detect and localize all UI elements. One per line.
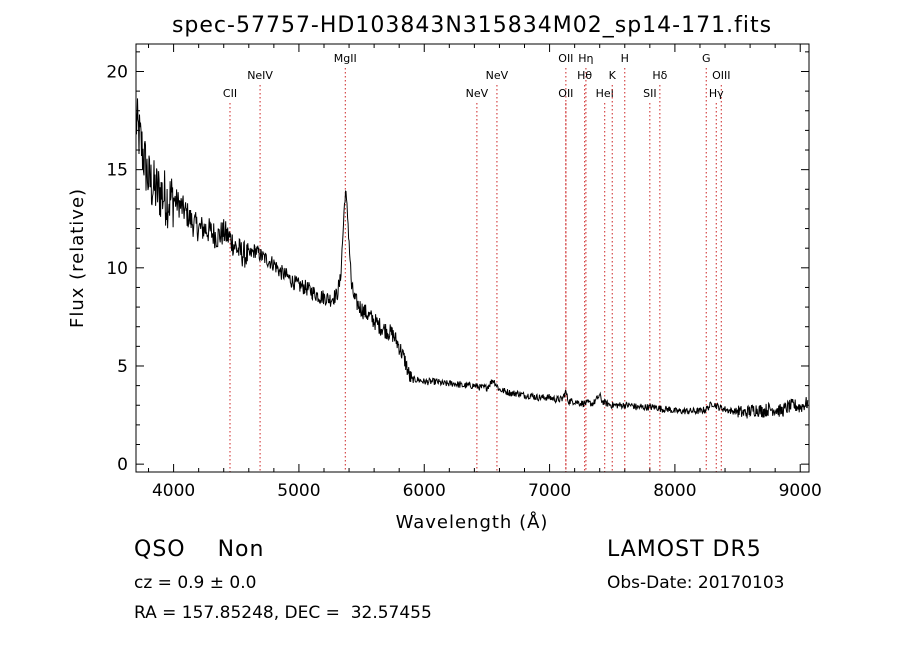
line-marker-label: MgII — [334, 52, 357, 65]
line-marker-label: NeIV — [247, 69, 273, 82]
chart-title: spec-57757-HD103843N315834M02_sp14-171.f… — [172, 13, 772, 38]
x-tick-label: 7000 — [528, 481, 571, 501]
line-marker-label: CII — [223, 87, 237, 100]
x-tick-label: 9000 — [779, 481, 822, 501]
line-marker-label: OII — [558, 52, 573, 65]
y-tick-label: 5 — [117, 357, 128, 377]
x-tick-label: 6000 — [403, 481, 446, 501]
line-marker-label: HeI — [596, 87, 614, 100]
line-marker-label: OIII — [712, 69, 730, 82]
redshift-readout: cz = 0.9 ± 0.0 — [134, 573, 257, 593]
y-tick-label: 20 — [106, 62, 128, 82]
line-marker-label: Hη — [578, 52, 593, 65]
line-marker-label: SII — [643, 87, 656, 100]
x-axis-label: Wavelength (Å) — [396, 511, 549, 533]
object-class: QSO Non — [134, 537, 265, 562]
survey-name: LAMOST DR5 — [607, 537, 762, 562]
plot-frame — [135, 43, 810, 473]
x-tick-label: 8000 — [653, 481, 696, 501]
y-axis-label: Flux (relative) — [67, 188, 88, 328]
y-tick-label: 0 — [117, 455, 128, 475]
y-tick-label: 10 — [106, 259, 128, 279]
observation-date: Obs-Date: 20170103 — [607, 573, 785, 593]
x-tick-label: 4000 — [152, 481, 195, 501]
line-marker-label: OII — [558, 87, 573, 100]
line-marker-label: NeV — [466, 87, 489, 100]
line-marker-label: NeV — [486, 69, 509, 82]
line-marker-label: Hθ — [577, 69, 592, 82]
line-marker-label: K — [609, 69, 617, 82]
line-marker-label: Hγ — [709, 87, 724, 100]
x-tick-label: 5000 — [277, 481, 320, 501]
line-marker-label: G — [702, 52, 711, 65]
line-marker-label: Hδ — [652, 69, 667, 82]
y-tick-label: 15 — [106, 161, 128, 181]
spectrum-line — [135, 98, 809, 419]
line-marker-label: H — [621, 52, 629, 65]
coordinates-readout: RA = 157.85248, DEC = 32.57455 — [134, 603, 432, 623]
